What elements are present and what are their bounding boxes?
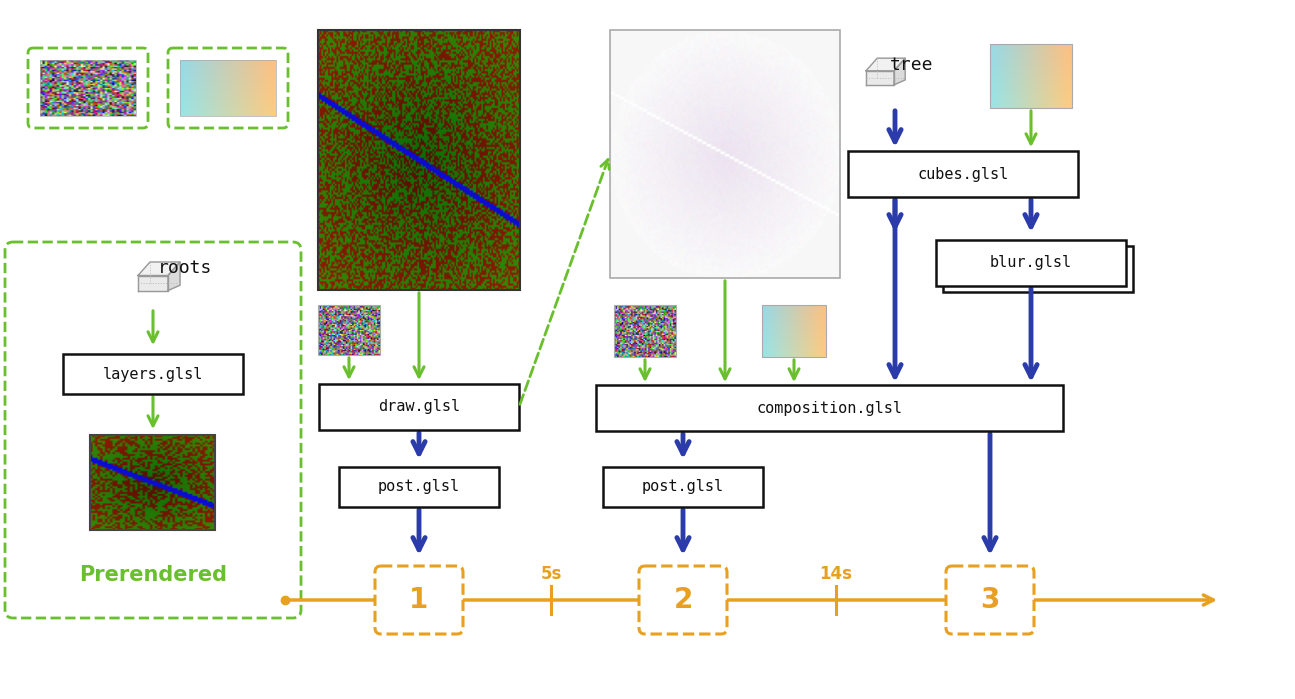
Text: roots: roots bbox=[158, 259, 212, 277]
Bar bbox=[610, 30, 840, 278]
Bar bbox=[989, 44, 1072, 108]
Text: layers.glsl: layers.glsl bbox=[102, 366, 203, 382]
Bar bbox=[40, 60, 136, 116]
FancyBboxPatch shape bbox=[603, 467, 763, 507]
Bar bbox=[180, 60, 276, 116]
Text: post.glsl: post.glsl bbox=[642, 480, 724, 494]
Text: draw.glsl: draw.glsl bbox=[378, 400, 460, 415]
Text: 1: 1 bbox=[409, 586, 429, 614]
FancyBboxPatch shape bbox=[5, 242, 300, 618]
FancyBboxPatch shape bbox=[63, 354, 243, 394]
Text: 14s: 14s bbox=[820, 565, 852, 583]
FancyBboxPatch shape bbox=[28, 48, 148, 128]
FancyBboxPatch shape bbox=[596, 385, 1063, 431]
FancyBboxPatch shape bbox=[638, 566, 726, 634]
Polygon shape bbox=[139, 262, 180, 275]
FancyBboxPatch shape bbox=[936, 240, 1125, 286]
Text: cubes.glsl: cubes.glsl bbox=[917, 166, 1009, 182]
Bar bbox=[89, 435, 215, 530]
Text: 3: 3 bbox=[980, 586, 1000, 614]
Text: 5s: 5s bbox=[540, 565, 562, 583]
Polygon shape bbox=[168, 262, 180, 291]
FancyBboxPatch shape bbox=[168, 48, 287, 128]
FancyBboxPatch shape bbox=[376, 566, 464, 634]
Text: composition.glsl: composition.glsl bbox=[756, 401, 903, 415]
Bar bbox=[614, 305, 676, 357]
Text: post.glsl: post.glsl bbox=[378, 480, 460, 494]
Bar bbox=[319, 30, 521, 290]
Text: blur.glsl: blur.glsl bbox=[989, 256, 1072, 271]
Bar bbox=[761, 305, 826, 357]
Text: 2: 2 bbox=[673, 586, 693, 614]
Text: tree: tree bbox=[890, 56, 934, 74]
FancyBboxPatch shape bbox=[848, 151, 1077, 197]
Polygon shape bbox=[894, 58, 905, 85]
FancyBboxPatch shape bbox=[319, 384, 519, 430]
FancyBboxPatch shape bbox=[339, 467, 499, 507]
Polygon shape bbox=[866, 58, 905, 71]
Polygon shape bbox=[866, 71, 894, 85]
FancyBboxPatch shape bbox=[947, 566, 1033, 634]
Bar bbox=[319, 305, 379, 355]
Text: Prerendered: Prerendered bbox=[79, 565, 227, 585]
FancyBboxPatch shape bbox=[943, 246, 1133, 292]
Polygon shape bbox=[139, 275, 168, 291]
